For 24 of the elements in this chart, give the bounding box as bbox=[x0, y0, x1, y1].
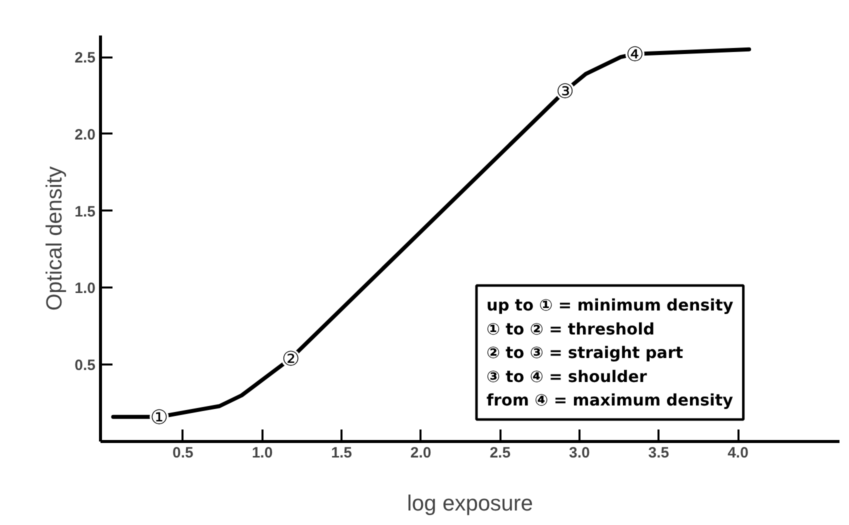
y-tick-label: 1.5 bbox=[74, 203, 96, 220]
x-tick-label: 3.5 bbox=[648, 444, 670, 462]
x-tick-label: 2.5 bbox=[490, 444, 511, 462]
annotation: up to ① = minimum density bbox=[486, 296, 734, 314]
annotation: ③ bbox=[556, 78, 574, 103]
x-tick-label: 1.5 bbox=[331, 444, 352, 462]
annotation: ② bbox=[282, 346, 300, 370]
x-tick-label: 4.0 bbox=[728, 444, 748, 462]
x-tick-label: 0.5 bbox=[172, 444, 194, 462]
annotation: ① bbox=[150, 404, 168, 429]
x-tick-label: 2.0 bbox=[410, 444, 432, 462]
y-tick-label: 0.5 bbox=[74, 357, 96, 374]
y-axis-title: Optical density bbox=[42, 166, 67, 311]
y-tick-label: 1.0 bbox=[74, 280, 96, 298]
y-tick-label: 2.5 bbox=[74, 50, 96, 67]
annotation: ② to ③ = straight part bbox=[486, 343, 684, 362]
annotation: ③ to ④ = shoulder bbox=[486, 366, 648, 386]
annotation: ① to ② = threshold bbox=[486, 319, 655, 338]
x-tick-label: 1.0 bbox=[252, 444, 273, 462]
x-tick-label: 3.0 bbox=[568, 444, 590, 462]
annotation: ④ bbox=[626, 42, 644, 66]
y-tick-label: 2.0 bbox=[74, 126, 96, 144]
annotation: from ④ = maximum density bbox=[486, 390, 734, 410]
x-axis-title: log exposure bbox=[407, 490, 533, 516]
